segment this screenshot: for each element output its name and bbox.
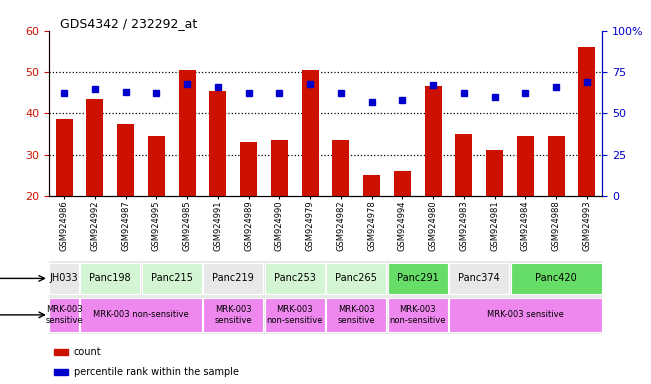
- Bar: [142, 263, 202, 294]
- Text: MRK-003 non-sensitive: MRK-003 non-sensitive: [93, 310, 189, 319]
- Bar: [87, 99, 104, 196]
- Text: MRK-003
non-sensitive: MRK-003 non-sensitive: [266, 305, 323, 324]
- Text: MRK-003
non-sensitive: MRK-003 non-sensitive: [389, 305, 446, 324]
- Bar: [449, 263, 509, 294]
- Text: percentile rank within the sample: percentile rank within the sample: [74, 367, 239, 377]
- Text: JH033: JH033: [50, 273, 79, 283]
- Bar: [179, 70, 195, 196]
- Bar: [80, 263, 141, 294]
- Bar: [264, 263, 325, 294]
- Bar: [49, 263, 79, 294]
- Bar: [301, 70, 318, 196]
- Bar: [517, 136, 534, 196]
- Text: GDS4342 / 232292_at: GDS4342 / 232292_at: [60, 17, 197, 30]
- Bar: [240, 142, 257, 196]
- Bar: [387, 263, 448, 294]
- Bar: [424, 86, 441, 196]
- Bar: [510, 263, 602, 294]
- Bar: [117, 124, 134, 196]
- Bar: [394, 171, 411, 196]
- Bar: [54, 369, 68, 375]
- Text: Panc265: Panc265: [335, 273, 377, 283]
- Bar: [449, 298, 602, 332]
- Text: MRK-003
sensitive: MRK-003 sensitive: [46, 305, 83, 324]
- Bar: [456, 134, 472, 196]
- Bar: [203, 298, 264, 332]
- Bar: [333, 140, 350, 196]
- Text: Panc219: Panc219: [212, 273, 254, 283]
- Bar: [547, 136, 564, 196]
- Bar: [54, 349, 68, 355]
- Bar: [363, 175, 380, 196]
- Bar: [148, 136, 165, 196]
- Bar: [387, 298, 448, 332]
- Bar: [203, 263, 264, 294]
- Text: MRK-003
sensitive: MRK-003 sensitive: [337, 305, 375, 324]
- Bar: [56, 119, 73, 196]
- Text: count: count: [74, 347, 102, 357]
- Bar: [49, 298, 79, 332]
- Bar: [326, 298, 387, 332]
- Bar: [578, 47, 595, 196]
- Bar: [326, 263, 387, 294]
- Bar: [264, 298, 325, 332]
- Text: Panc291: Panc291: [397, 273, 439, 283]
- Text: Panc198: Panc198: [89, 273, 131, 283]
- Text: Panc420: Panc420: [535, 273, 577, 283]
- Bar: [210, 91, 227, 196]
- Text: MRK-003 sensitive: MRK-003 sensitive: [487, 310, 564, 319]
- Bar: [271, 140, 288, 196]
- Bar: [80, 298, 202, 332]
- Bar: [486, 151, 503, 196]
- Text: Panc253: Panc253: [274, 273, 316, 283]
- Text: MRK-003
sensitive: MRK-003 sensitive: [214, 305, 252, 324]
- Text: Panc374: Panc374: [458, 273, 500, 283]
- Text: Panc215: Panc215: [151, 273, 193, 283]
